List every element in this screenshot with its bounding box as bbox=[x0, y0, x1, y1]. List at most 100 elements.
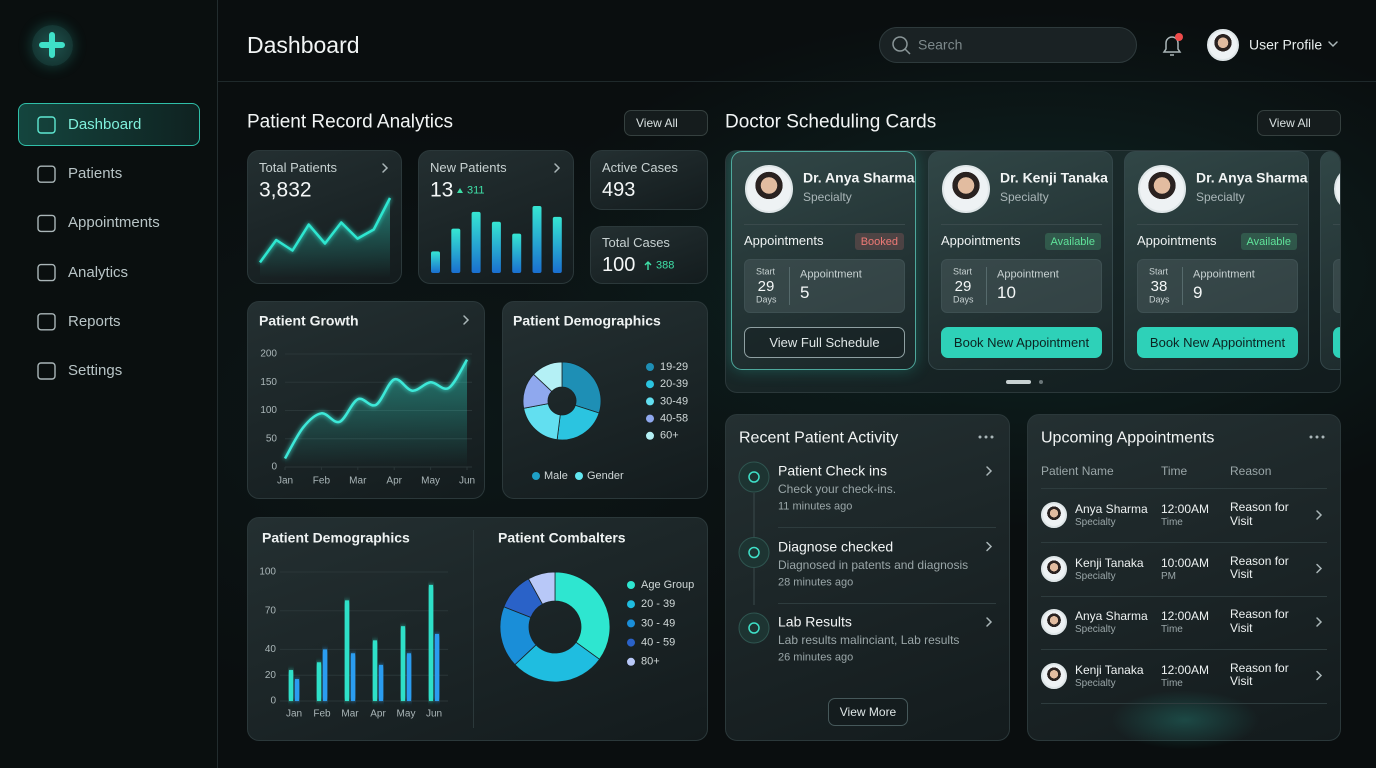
avatar bbox=[942, 165, 990, 213]
nav-item[interactable]: Dashboard bbox=[68, 116, 142, 133]
schedule-button[interactable]: Book New Appointment bbox=[1137, 327, 1298, 358]
doctor-card: Dr. Kenji Tanaka Specialty Appointments Ava… bbox=[928, 151, 1113, 370]
avatar bbox=[1041, 555, 1067, 582]
status-badge: Available bbox=[1240, 233, 1297, 250]
activity-title[interactable]: Lab Results bbox=[778, 613, 852, 630]
patient-name: Kenji Tanaka bbox=[1075, 662, 1144, 677]
card-divider bbox=[744, 224, 905, 225]
nav-item[interactable]: Analytics bbox=[68, 263, 129, 281]
appointment-reason: Reason for Visit bbox=[1230, 607, 1289, 635]
appointment-time-sub: Time bbox=[1161, 517, 1183, 528]
column-header: Time bbox=[1161, 463, 1188, 478]
start-label: Start bbox=[1149, 266, 1169, 277]
card-divider bbox=[941, 224, 1102, 225]
activity-title[interactable]: Patient Check ins bbox=[778, 462, 887, 479]
appointment-count: 5 bbox=[800, 282, 810, 302]
start-days: 38 bbox=[1150, 278, 1168, 295]
row-divider bbox=[1041, 488, 1327, 489]
patient-specialty: Specialty bbox=[1075, 570, 1116, 582]
days-label: Days bbox=[1149, 294, 1170, 305]
avatar bbox=[1334, 165, 1340, 213]
stat-value: 13 bbox=[430, 178, 454, 202]
nav-item[interactable]: Patients bbox=[68, 165, 123, 183]
view-all-button[interactable]: View All bbox=[624, 110, 708, 136]
chart-title: Patient Demographics bbox=[513, 312, 661, 329]
schedule-button[interactable]: Book New Appointment bbox=[941, 327, 1102, 358]
doctor-card: Dr. Anya Sharma Specialty Appointments Book… bbox=[731, 151, 916, 370]
schedule-divider bbox=[789, 267, 790, 305]
days-label: Days bbox=[756, 294, 777, 305]
card-glow bbox=[1110, 690, 1260, 750]
row-divider bbox=[1041, 542, 1327, 543]
appointment-reason: Reason for Visit bbox=[1230, 660, 1289, 689]
chart-title: Patient Demographics bbox=[262, 529, 410, 546]
search-box bbox=[879, 27, 1137, 63]
stat-card bbox=[590, 226, 708, 284]
card-divider bbox=[473, 530, 474, 728]
appointments-label: Appointments bbox=[1137, 233, 1217, 249]
row-divider bbox=[778, 602, 996, 604]
appointments-label: Appointments bbox=[744, 233, 824, 249]
appointment-time-sub: PM bbox=[1161, 570, 1176, 582]
doctor-name: Dr. Kenji Tanaka bbox=[1000, 169, 1108, 186]
view-more-button[interactable]: View More bbox=[828, 698, 908, 726]
doctor-specialty: Specialty bbox=[1196, 189, 1245, 204]
avatar bbox=[1207, 29, 1239, 61]
user-name[interactable]: User Profile bbox=[1249, 36, 1323, 53]
stat-value: 100 bbox=[602, 254, 636, 276]
sidebar bbox=[0, 0, 218, 768]
row-divider bbox=[778, 527, 996, 528]
schedule-button[interactable]: View Full Schedule bbox=[744, 327, 905, 358]
nav-item[interactable]: Settings bbox=[68, 362, 123, 379]
appointment-time: 10:00AM bbox=[1161, 555, 1210, 570]
card-divider bbox=[1333, 224, 1340, 225]
column-header: Patient Name bbox=[1041, 463, 1114, 478]
stat-label: Active Cases bbox=[602, 160, 678, 176]
stat-card bbox=[590, 150, 708, 210]
carousel-dot-active bbox=[1006, 380, 1031, 384]
patient-name: Anya Sharma bbox=[1075, 501, 1148, 516]
column-header: Reason bbox=[1230, 463, 1272, 478]
patient-specialty: Specialty bbox=[1075, 517, 1116, 528]
appointment-count: 9 bbox=[1193, 282, 1203, 302]
appointment-label: Appointment bbox=[1193, 268, 1255, 281]
avatar bbox=[1041, 609, 1067, 635]
view-all-button[interactable]: View All bbox=[1257, 110, 1341, 136]
doctor-card bbox=[1320, 151, 1340, 370]
chart-title: Patient Combalters bbox=[498, 529, 626, 546]
doctor-name: Dr. Anya Sharma bbox=[1196, 169, 1308, 186]
row-divider bbox=[1041, 649, 1327, 650]
appointment-count: 10 bbox=[997, 282, 1016, 302]
appointment-reason: Reason for Visit bbox=[1230, 553, 1289, 582]
doctor-cards-panel: Dr. Anya Sharma Specialty Appointments Book… bbox=[725, 150, 1341, 393]
start-label: Start bbox=[756, 266, 776, 277]
nav-item[interactable]: Appointments bbox=[68, 214, 160, 232]
row-divider bbox=[1041, 595, 1327, 597]
schedule-box bbox=[1137, 259, 1298, 313]
activity-desc: Lab results malinciant, Lab results bbox=[778, 632, 960, 647]
search-placeholder[interactable]: Search bbox=[918, 36, 963, 53]
activity-title[interactable]: Diagnose checked bbox=[778, 538, 894, 555]
appointment-reason: Reason for Visit bbox=[1230, 500, 1289, 528]
activity-desc: Diagnosed in patents and diagnosis bbox=[778, 557, 969, 572]
avatar bbox=[1138, 165, 1186, 213]
schedule-divider bbox=[986, 267, 987, 305]
doctor-specialty: Specialty bbox=[803, 189, 852, 204]
appointment-time: 12:00AM bbox=[1161, 501, 1210, 516]
stat-label: Total Cases bbox=[602, 235, 670, 251]
patient-name: Kenji Tanaka bbox=[1075, 555, 1144, 570]
patient-name: Anya Sharma bbox=[1075, 608, 1148, 623]
schedule-box bbox=[941, 259, 1102, 313]
nav-item[interactable]: Reports bbox=[68, 312, 121, 330]
section-title: Patient Record Analytics bbox=[247, 111, 453, 133]
stat-label: New Patients bbox=[430, 160, 507, 176]
doctor-card: Dr. Anya Sharma Specialty Appointments Avai… bbox=[1124, 151, 1309, 370]
activity-time: 11 minutes ago bbox=[778, 500, 853, 513]
card-title: Upcoming Appointments bbox=[1041, 429, 1215, 447]
start-label: Start bbox=[953, 266, 973, 277]
appointment-time-sub: Time bbox=[1161, 624, 1183, 635]
appointment-time: 12:00AM bbox=[1161, 608, 1210, 623]
stat-label: Total Patients bbox=[259, 160, 338, 176]
